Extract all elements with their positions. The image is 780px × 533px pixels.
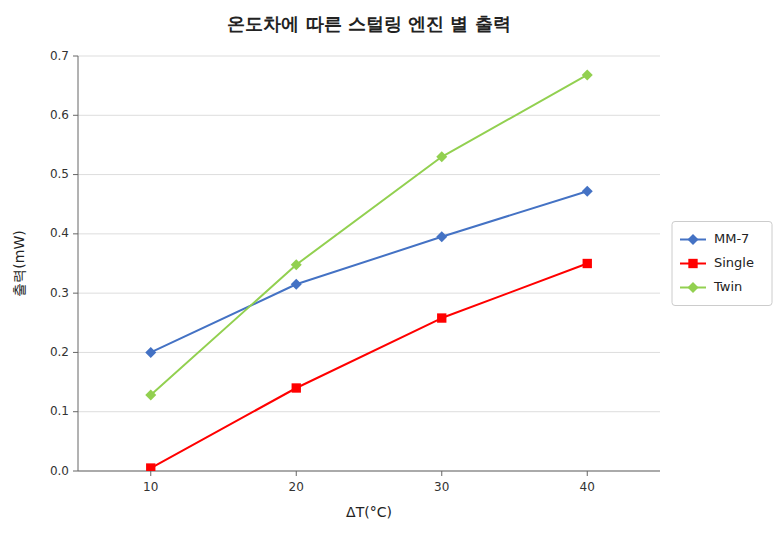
series-line	[151, 75, 588, 395]
x-axis-label: ΔT(°C)	[346, 504, 392, 520]
grid-line	[78, 233, 660, 234]
data-point	[145, 347, 156, 358]
x-tick	[587, 471, 588, 476]
legend-label: Twin	[713, 279, 742, 294]
y-tick-label: 0.2	[50, 345, 69, 359]
y-tick-label: 0.5	[50, 167, 69, 181]
data-point	[292, 383, 301, 392]
y-tick	[73, 233, 78, 234]
legend-label: Single	[714, 255, 754, 270]
y-tick	[73, 411, 78, 412]
y-tick	[73, 352, 78, 353]
data-point	[291, 259, 302, 270]
grid-line	[78, 293, 660, 294]
y-axis-line	[78, 56, 79, 471]
y-tick-label: 0.0	[50, 464, 69, 478]
x-tick	[296, 471, 297, 476]
data-point	[145, 390, 156, 401]
x-axis-line	[78, 471, 660, 472]
chart-title: 온도차에 따른 스털링 엔진 별 출력	[227, 13, 510, 34]
grid-line	[78, 411, 660, 412]
y-tick-label: 0.6	[50, 108, 69, 122]
grid-line	[78, 471, 660, 472]
y-tick	[73, 56, 78, 57]
x-tick-label: 10	[143, 480, 158, 494]
x-tick-label: 20	[289, 480, 304, 494]
data-point	[583, 259, 592, 268]
data-point	[146, 463, 155, 471]
data-point	[436, 151, 447, 162]
grid	[78, 56, 660, 471]
x-tick	[150, 471, 151, 476]
series	[146, 259, 592, 471]
y-tick	[73, 471, 78, 472]
y-tick-label: 0.7	[50, 49, 69, 63]
data-point	[437, 313, 446, 322]
chart-svg: 0.0 0.1 0.2 0.3 0.4 0.5 0.6 0.7 10 20 30 40 온도차에 따른 …	[0, 0, 780, 533]
y-tick	[73, 174, 78, 175]
legend-marker	[688, 259, 697, 268]
legend-box	[672, 222, 772, 306]
y-tick	[73, 115, 78, 116]
grid-line	[78, 174, 660, 175]
grid-line	[78, 115, 660, 116]
y-tick-label: 0.4	[50, 226, 69, 240]
x-tick-label: 40	[580, 480, 595, 494]
series	[145, 69, 593, 400]
grid-line	[78, 56, 660, 57]
y-axis-label: 출력(mW)	[11, 230, 27, 296]
plot-data	[145, 69, 593, 471]
y-tick	[73, 293, 78, 294]
series-line	[151, 191, 588, 352]
legend-marker	[688, 234, 699, 245]
data-point	[582, 69, 593, 80]
data-point	[582, 186, 593, 197]
series-line	[151, 264, 588, 469]
data-point	[291, 279, 302, 290]
x-tick	[441, 471, 442, 476]
axes: 0.0 0.1 0.2 0.3 0.4 0.5 0.6 0.7 10 20 30 40	[50, 49, 660, 495]
data-point	[436, 231, 447, 242]
legend-marker	[688, 282, 699, 293]
legend-label: MM-7	[714, 231, 749, 246]
y-tick-label: 0.1	[50, 404, 69, 418]
x-tick-label: 30	[434, 480, 449, 494]
legend: MM-7 Single Twin	[672, 222, 772, 306]
y-tick-label: 0.3	[50, 286, 69, 300]
chart-container: 0.0 0.1 0.2 0.3 0.4 0.5 0.6 0.7 10 20 30 40 온도차에 따른 …	[0, 0, 780, 533]
